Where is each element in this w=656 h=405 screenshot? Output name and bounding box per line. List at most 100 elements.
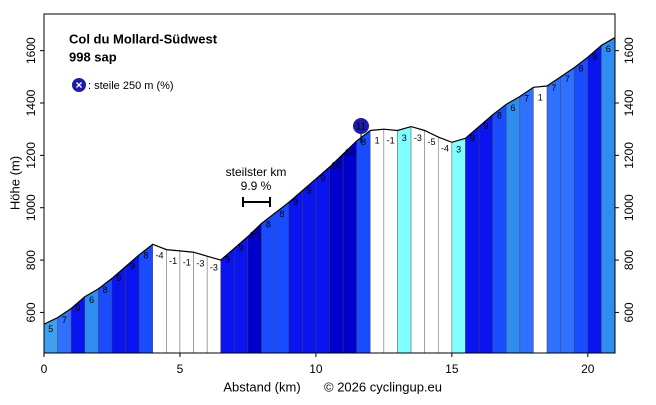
segment-label: 1 xyxy=(375,136,380,146)
segment-label: 9 xyxy=(307,185,312,195)
steepest-km-label: 9.9 % xyxy=(241,179,272,193)
segment-label: 9 xyxy=(116,273,121,283)
segment xyxy=(478,114,493,354)
segment-label: -3 xyxy=(210,263,218,273)
segment-label: 9 xyxy=(130,261,135,271)
steep-marker xyxy=(353,118,369,134)
segment xyxy=(329,153,344,354)
segment xyxy=(261,212,276,354)
segment-label: 3 xyxy=(402,133,407,143)
credit: © 2026 cyclingup.eu xyxy=(324,379,442,394)
segment-label: 9 xyxy=(592,52,597,62)
segment-label: 9 xyxy=(293,197,298,207)
y2-tick-label: 600 xyxy=(622,302,636,322)
segment-label: 10 xyxy=(345,147,355,157)
segment xyxy=(465,126,480,354)
y-tick-label: 600 xyxy=(24,302,38,322)
segment-label: 8 xyxy=(579,64,584,74)
y2-tick-label: 1200 xyxy=(622,142,636,169)
segment xyxy=(356,130,371,354)
segment xyxy=(370,128,385,354)
y2-tick-label: 800 xyxy=(622,250,636,270)
y-tick-label: 800 xyxy=(24,250,38,270)
segment xyxy=(601,37,616,354)
steepest-km-title: steilster km xyxy=(226,165,287,179)
segment-label: 10 xyxy=(331,160,341,170)
x-tick-label: 0 xyxy=(41,362,48,376)
segment-label: -5 xyxy=(427,137,435,147)
segment-label: 6 xyxy=(511,103,516,113)
segment xyxy=(383,128,398,354)
segment-label: 8 xyxy=(143,251,148,261)
x-axis-label: Abstand (km) xyxy=(223,379,300,394)
chart-title: Col du Mollard-Südwest xyxy=(69,31,218,46)
segment-label: -3 xyxy=(414,133,422,143)
segment-label: -3 xyxy=(196,259,204,269)
segment-label: 8 xyxy=(103,285,108,295)
segment-label: 7 xyxy=(565,74,570,84)
y-tick-label: 1400 xyxy=(24,89,38,116)
segment xyxy=(506,96,521,354)
segment-label: 7 xyxy=(551,83,556,93)
segment xyxy=(397,126,412,354)
segment-label: 1 xyxy=(538,92,543,102)
y-tick-label: 1600 xyxy=(24,37,38,64)
profile-line xyxy=(43,37,616,325)
y-axis-label: Höhe (m) xyxy=(7,156,22,210)
segment xyxy=(288,190,303,354)
segment-label: 9 xyxy=(483,121,488,131)
y-tick-label: 1200 xyxy=(24,142,38,169)
segment xyxy=(410,126,425,354)
x-tick-label: 20 xyxy=(581,362,595,376)
segment-label: 8 xyxy=(497,111,502,121)
segment xyxy=(234,236,249,354)
segment-label: 9 xyxy=(470,133,475,143)
legend: : steile 250 m (%) xyxy=(72,78,174,92)
y2-tick-label: 1600 xyxy=(622,37,636,64)
segment xyxy=(451,138,466,354)
segment-label: 8 xyxy=(279,209,284,219)
segment xyxy=(315,166,330,354)
steepest-km-bar xyxy=(242,197,271,207)
segment xyxy=(546,76,561,354)
x-tick-label: 10 xyxy=(309,362,323,376)
segment xyxy=(492,103,507,354)
segment-label: -1 xyxy=(169,256,177,266)
legend-marker-cross xyxy=(76,82,82,88)
segment-label: 9 xyxy=(239,243,244,253)
segment-label: 6 xyxy=(606,44,611,54)
segment xyxy=(519,86,534,354)
segment xyxy=(587,44,602,354)
chart-subtitle: 998 sap xyxy=(69,49,117,64)
segment xyxy=(560,67,575,354)
segment-label: 7 xyxy=(62,315,67,325)
segment-label: 10 xyxy=(250,230,260,240)
segment-label: 9 xyxy=(320,174,325,184)
y2-tick-label: 1000 xyxy=(622,194,636,221)
segment xyxy=(424,130,439,354)
segment-label: 7 xyxy=(524,94,529,104)
segment-label: -1 xyxy=(183,257,191,267)
segment xyxy=(342,140,357,354)
segment-label: -1 xyxy=(387,136,395,146)
segment xyxy=(533,85,548,354)
segment xyxy=(274,202,289,354)
x-tick-label: 15 xyxy=(445,362,459,376)
segment-label: -4 xyxy=(441,143,449,153)
segment-label: 8 xyxy=(266,219,271,229)
legend-text: : steile 250 m (%) xyxy=(88,80,174,92)
plot-frame xyxy=(43,13,616,354)
segment-label: 5 xyxy=(48,324,53,334)
segment-label: 9 xyxy=(225,255,230,265)
segment-label: 8 xyxy=(361,137,366,147)
y-tick-label: 1000 xyxy=(24,194,38,221)
segment xyxy=(438,136,453,354)
steep-marker-label: 11 xyxy=(356,122,367,133)
segment-label: 9 xyxy=(75,303,80,313)
x-tick-label: 5 xyxy=(177,362,184,376)
segment xyxy=(574,56,589,354)
segment-label: -4 xyxy=(156,251,164,261)
segment xyxy=(247,222,262,354)
segment xyxy=(302,178,317,354)
